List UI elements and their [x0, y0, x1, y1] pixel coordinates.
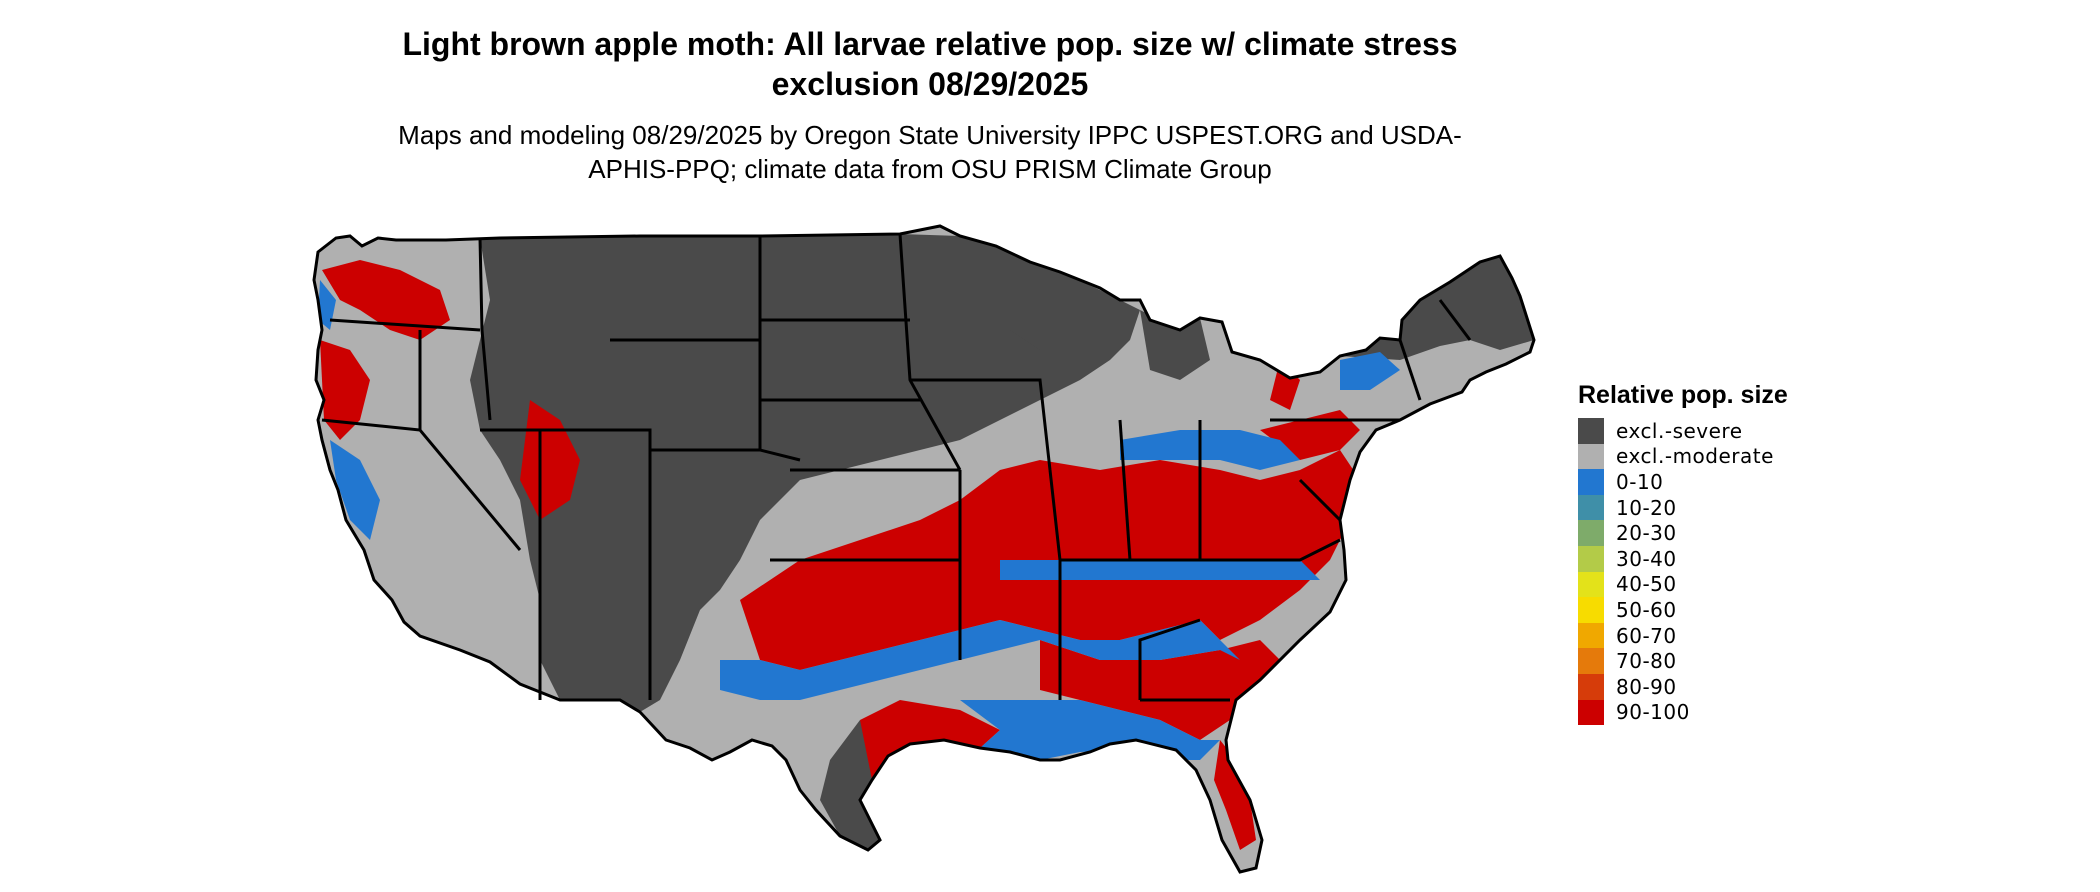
legend-label: excl.-moderate: [1616, 444, 1774, 469]
legend-item-20-30: 20-30: [1578, 520, 1878, 546]
legend: Relative pop. size excl.-severe excl.-mo…: [1578, 380, 1878, 726]
legend-item-excl-severe: excl.-severe: [1578, 418, 1878, 444]
legend-swatch: [1578, 571, 1604, 598]
legend-label: 70-80: [1616, 649, 1677, 674]
state-borders: [312, 224, 1536, 874]
legend-item-30-40: 30-40: [1578, 545, 1878, 572]
title-block: Light brown apple moth: All larvae relat…: [0, 24, 1860, 186]
legend-label: 10-20: [1616, 495, 1677, 520]
legend-swatch: [1578, 520, 1604, 546]
map-subtitle: Maps and modeling 08/29/2025 by Oregon S…: [398, 120, 1462, 184]
legend-item-90-100: 90-100: [1578, 699, 1878, 726]
legend-swatch: [1578, 699, 1604, 726]
legend-items: excl.-severe excl.-moderate 0-10 10-20 2…: [1578, 418, 1878, 726]
legend-label: 40-50: [1616, 572, 1677, 597]
legend-swatch: [1578, 443, 1604, 470]
legend-swatch: [1578, 418, 1604, 444]
legend-item-40-50: 40-50: [1578, 571, 1878, 598]
legend-swatch: [1578, 597, 1604, 623]
legend-label: excl.-severe: [1616, 418, 1743, 443]
legend-item-excl-moderate: excl.-moderate: [1578, 443, 1878, 470]
legend-label: 80-90: [1616, 674, 1677, 699]
legend-item-80-90: 80-90: [1578, 673, 1878, 700]
legend-item-50-60: 50-60: [1578, 597, 1878, 623]
legend-swatch: [1578, 469, 1604, 495]
legend-item-70-80: 70-80: [1578, 648, 1878, 674]
legend-swatch: [1578, 545, 1604, 572]
legend-label: 50-60: [1616, 597, 1677, 622]
legend-label: 20-30: [1616, 521, 1677, 546]
legend-label: 60-70: [1616, 623, 1677, 648]
legend-label: 30-40: [1616, 546, 1677, 571]
legend-swatch: [1578, 494, 1604, 521]
legend-title: Relative pop. size: [1578, 381, 1788, 409]
legend-swatch: [1578, 673, 1604, 700]
legend-swatch: [1578, 648, 1604, 674]
legend-item-60-70: 60-70: [1578, 622, 1878, 649]
legend-label: 90-100: [1616, 700, 1690, 725]
legend-item-10-20: 10-20: [1578, 494, 1878, 521]
map-title: Light brown apple moth: All larvae relat…: [402, 26, 1458, 102]
legend-label: 0-10: [1616, 469, 1664, 494]
legend-item-0-10: 0-10: [1578, 469, 1878, 495]
legend-swatch: [1578, 622, 1604, 649]
